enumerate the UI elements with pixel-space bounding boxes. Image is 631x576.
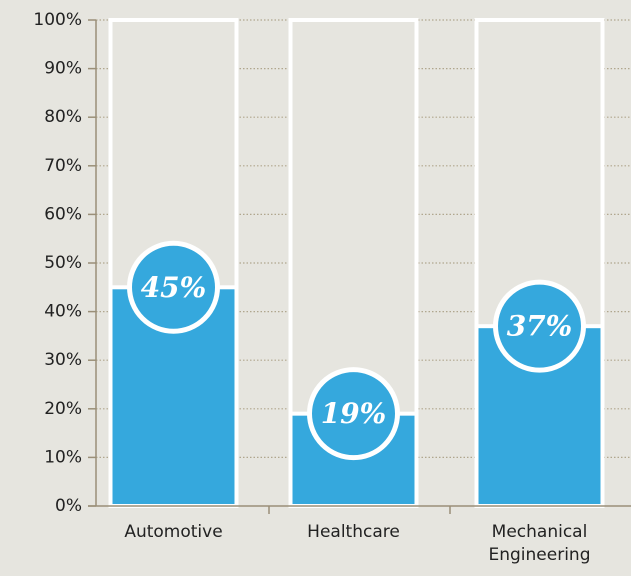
value-label: 37% xyxy=(507,310,573,343)
x-tick-label: Automotive xyxy=(124,522,223,542)
y-tick-label: 100% xyxy=(33,10,82,30)
y-tick-label: 40% xyxy=(44,302,82,322)
value-badge xyxy=(307,367,400,461)
x-tick-label: Healthcare xyxy=(307,522,400,542)
x-tick-label: Mechanical Engineering xyxy=(488,522,591,565)
value-label: 45% xyxy=(141,271,207,304)
value-badge xyxy=(493,279,586,373)
y-tick-label: 80% xyxy=(44,107,82,127)
y-tick-label: 70% xyxy=(44,156,82,176)
y-tick-label: 90% xyxy=(44,59,82,79)
y-tick-label: 50% xyxy=(44,253,82,273)
value-label: 19% xyxy=(321,397,387,430)
value-badge xyxy=(127,240,220,334)
y-tick-label: 20% xyxy=(44,399,82,419)
y-tick-label: 30% xyxy=(44,350,82,370)
y-tick-label: 0% xyxy=(55,496,82,516)
y-tick-label: 60% xyxy=(44,204,82,224)
y-tick-label: 10% xyxy=(44,447,82,467)
